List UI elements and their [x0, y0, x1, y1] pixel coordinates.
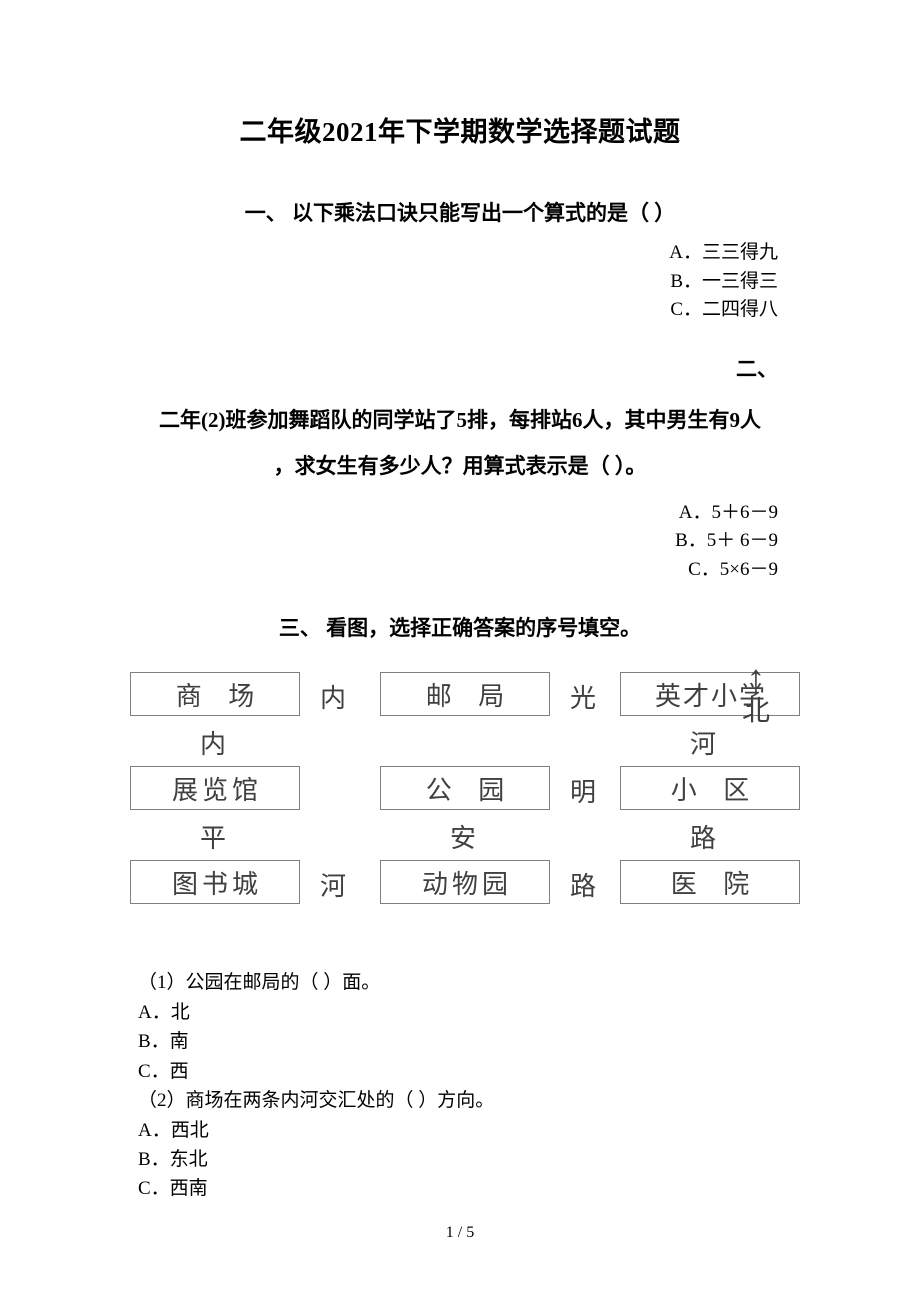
map-road-ming: 明: [570, 772, 596, 809]
map-road-he-bottom: 河: [320, 866, 346, 903]
q3-heading: 三、 看图，选择正确答案的序号填空。: [130, 612, 790, 642]
map-road-he-top: 河: [690, 724, 716, 761]
q2-options: A．5＋6－9 B．5＋ 6－9 C．5×6－9: [130, 499, 790, 585]
q3-sub1-option-c: C．西: [138, 1057, 790, 1086]
q3-sub1-question: （1）公园在邮局的（ ）面。: [138, 968, 790, 997]
q2-option-a: A．5＋6－9: [130, 499, 778, 528]
north-arrow-icon: ↑: [746, 668, 765, 691]
q2-body: 二年(2)班参加舞蹈队的同学站了5排，每排站6人，其中男生有9人 ，求女生有多少…: [130, 397, 790, 489]
map-road-lu-mid: 路: [690, 818, 716, 855]
q1-option-b: B．一三得三: [130, 268, 778, 297]
map-cell-community: 小 区: [620, 766, 800, 810]
map-diagram: 商 场 内 邮 局 光 英才小学 内 河 展览馆 公 园 明 小 区 平 安 路…: [130, 672, 790, 932]
map-cell-book-city: 图书城: [130, 860, 300, 904]
q3-sub2-question: （2）商场在两条内河交汇处的（ ）方向。: [138, 1086, 790, 1115]
q2-option-b: B．5＋ 6－9: [130, 527, 778, 556]
q3-sub2-option-c: C．西南: [138, 1174, 790, 1203]
q3-sub2-option-b: B．东北: [138, 1145, 790, 1174]
q2-line2: ，求女生有多少人？用算式表示是（ ）。: [130, 443, 790, 489]
map-road-guang: 光: [570, 678, 596, 715]
map-cell-school: 英才小学: [620, 672, 800, 716]
map-cell-post-office: 邮 局: [380, 672, 550, 716]
q1-heading: 一、 以下乘法口诀只能写出一个算式的是（ ）: [130, 197, 790, 227]
map-cell-hospital: 医 院: [620, 860, 800, 904]
map-road-nei-mid: 内: [200, 724, 226, 761]
map-cell-shopping-mall: 商 场: [130, 672, 300, 716]
north-label: 北: [742, 689, 770, 729]
q1-options: A．三三得九 B．一三得三 C．二四得八: [130, 239, 790, 325]
q1-option-c: C．二四得八: [130, 296, 778, 325]
q2-option-c: C．5×6－9: [130, 556, 778, 585]
q3-sub1-option-b: B．南: [138, 1027, 790, 1056]
north-indicator: ↑ 北: [742, 668, 770, 729]
page-title: 二年级2021年下学期数学选择题试题: [130, 110, 790, 149]
map-road-nei-top: 内: [320, 678, 346, 715]
q3-subquestions: （1）公园在邮局的（ ）面。 A．北 B．南 C．西 （2）商场在两条内河交汇处…: [130, 968, 790, 1204]
q2-line1: 二年(2)班参加舞蹈队的同学站了5排，每排站6人，其中男生有9人: [130, 397, 790, 443]
map-road-ping: 平: [200, 818, 226, 855]
page-number: 1 / 5: [0, 1224, 920, 1242]
map-road-lu-bottom: 路: [570, 866, 596, 903]
map-road-an: 安: [450, 818, 476, 855]
map-cell-exhibition: 展览馆: [130, 766, 300, 810]
q3-sub1-option-a: A．北: [138, 998, 790, 1027]
map-cell-park: 公 园: [380, 766, 550, 810]
q1-option-a: A．三三得九: [130, 239, 778, 268]
q2-marker: 二、: [130, 353, 790, 383]
q3-sub2-option-a: A．西北: [138, 1116, 790, 1145]
map-cell-zoo: 动物园: [380, 860, 550, 904]
